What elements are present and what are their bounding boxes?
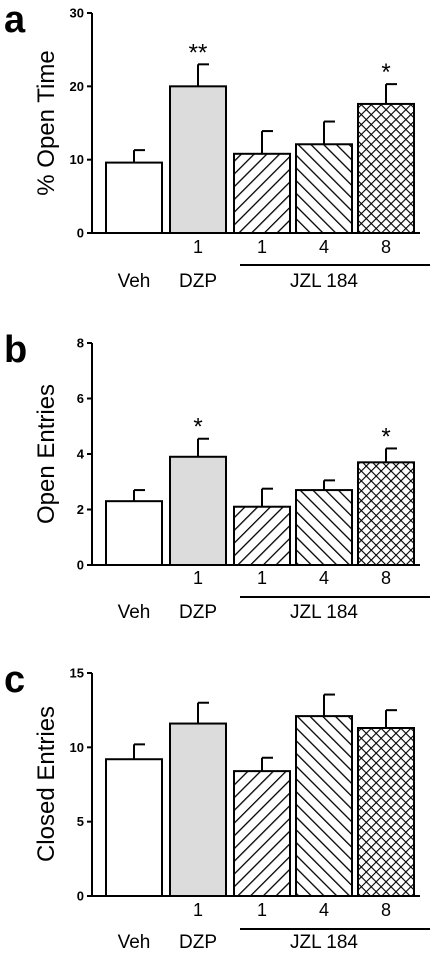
y-tick-label: 5: [77, 814, 84, 829]
bar: [105, 758, 163, 898]
y-tick-label: 0: [77, 889, 84, 904]
dose-label: 1: [257, 568, 267, 588]
bar: [233, 505, 291, 567]
bar: [233, 770, 291, 897]
dose-label: 8: [381, 900, 391, 920]
bar: [295, 489, 353, 567]
dose-label: 1: [257, 900, 267, 920]
panel-a: a % Open Time 0 10 20 30 ** 1 1 4 * 8 Veh DZP JZL 184: [4, 0, 430, 292]
dose-label: 4: [319, 568, 329, 588]
y-tick-label: 4: [77, 447, 85, 462]
y-tick-label: 30: [70, 6, 84, 21]
y-axis-label: Open Entries: [33, 384, 60, 524]
bar: [357, 102, 415, 234]
significance-marker: *: [193, 414, 202, 441]
group-label-jzl: JZL 184: [290, 602, 358, 623]
dose-label: 1: [193, 568, 203, 588]
group-label-dzp: DZP: [179, 271, 217, 292]
group-label-dzp: DZP: [179, 932, 217, 953]
group-label-dzp: DZP: [179, 602, 217, 623]
dose-label: 4: [319, 900, 329, 920]
group-label-veh: Veh: [118, 271, 151, 292]
bar: [169, 722, 227, 898]
group-label-veh: Veh: [118, 602, 151, 623]
dose-label: 4: [319, 237, 329, 257]
significance-marker: *: [381, 423, 390, 450]
panel-letter: b: [4, 329, 27, 371]
bar: [357, 461, 415, 567]
y-tick-label: 0: [77, 558, 84, 573]
bar: [105, 500, 163, 566]
y-tick-label: 10: [70, 740, 84, 755]
significance-marker: **: [189, 39, 208, 66]
dose-label: 1: [257, 237, 267, 257]
y-tick-label: 6: [77, 391, 84, 406]
bar: [169, 85, 227, 235]
bar: [295, 715, 353, 898]
y-axis-label: % Open Time: [33, 50, 60, 195]
panel-c: c Closed Entries 0 5 10 15 1 1 4 8 Veh DZP JZL 184: [4, 659, 430, 953]
y-tick-label: 15: [70, 666, 84, 681]
y-tick-label: 0: [77, 226, 84, 241]
panel-letter: a: [4, 0, 26, 41]
y-tick-label: 8: [77, 336, 84, 351]
y-axis-label: Closed Entries: [33, 706, 60, 862]
bar: [295, 143, 353, 234]
group-label-veh: Veh: [118, 932, 151, 953]
dose-label: 8: [381, 568, 391, 588]
bar: [357, 727, 415, 897]
y-tick-label: 10: [70, 152, 84, 167]
dose-label: 1: [193, 237, 203, 257]
bar: [233, 152, 291, 234]
dose-label: 8: [381, 237, 391, 257]
y-tick-label: 2: [77, 502, 84, 517]
group-label-jzl: JZL 184: [290, 271, 358, 292]
bar: [105, 161, 163, 235]
group-label-jzl: JZL 184: [290, 932, 358, 953]
bar: [169, 455, 227, 566]
y-tick-label: 20: [70, 79, 84, 94]
dose-label: 1: [193, 900, 203, 920]
significance-marker: *: [381, 59, 390, 86]
panel-letter: c: [4, 659, 25, 701]
